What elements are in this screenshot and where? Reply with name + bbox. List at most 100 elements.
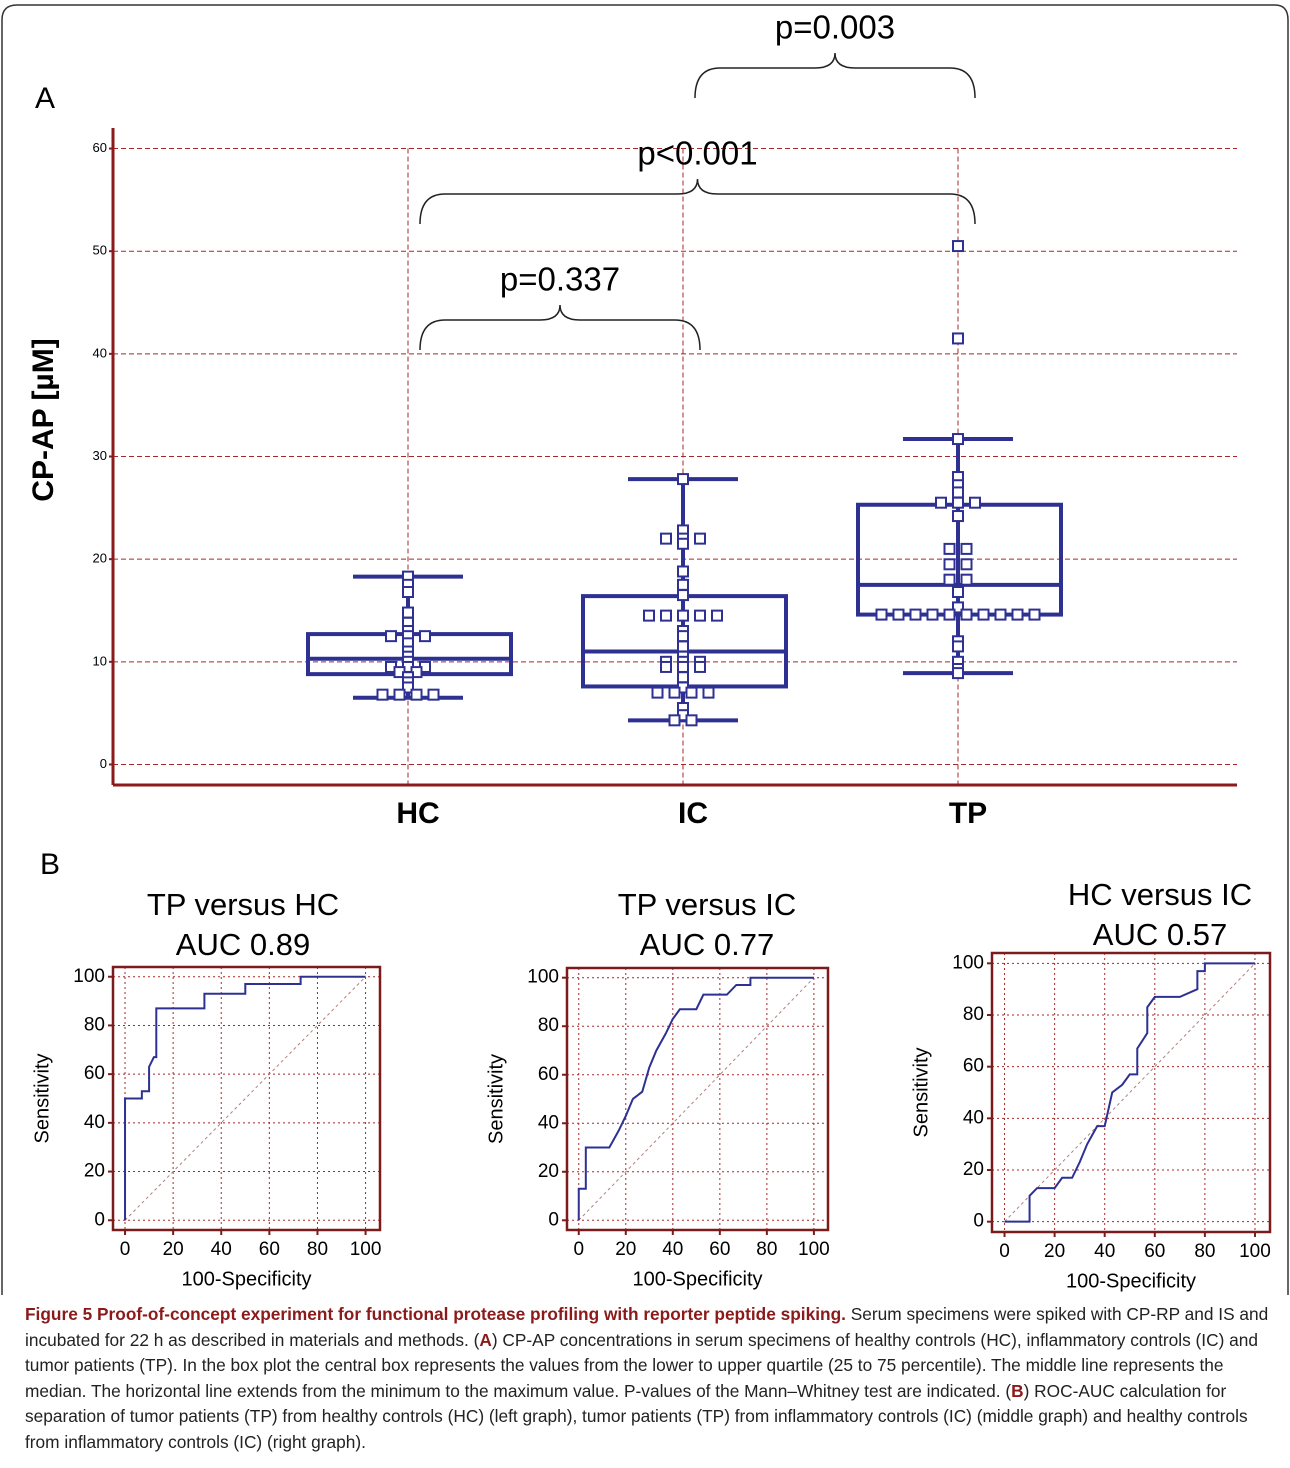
data-point (952, 433, 964, 446)
data-point (960, 542, 973, 555)
x-tick-label: IC (678, 797, 708, 830)
data-point (677, 640, 689, 653)
data-point (402, 586, 414, 599)
reference-line (124, 976, 366, 1221)
panel-label: A (35, 82, 55, 115)
x-tick-label: TP (949, 797, 987, 830)
data-point (952, 510, 964, 523)
data-point (1028, 608, 1041, 621)
roc-curve (1004, 962, 1255, 1223)
frame (1, 4, 1289, 1295)
caption-panel: A (479, 1329, 492, 1350)
data-point (952, 486, 964, 499)
y-tick-label: 80 (538, 1015, 559, 1036)
annotation: p=0.337 (500, 261, 620, 298)
data-point (952, 586, 964, 599)
x-tick-label: 80 (1194, 1241, 1215, 1262)
data-point (943, 558, 956, 571)
caption-text: ) ROC-AUC calculation for separation of … (25, 1380, 1248, 1452)
chart-subtitle: AUC 0.57 (1093, 917, 1227, 952)
data-point (685, 714, 698, 727)
x-axis-label: 100-Specificity (632, 1268, 762, 1290)
y-tick-label: 40 (93, 345, 107, 360)
data-point (660, 609, 672, 622)
y-tick-label: 80 (84, 1014, 105, 1035)
y-tick-label: 0 (973, 1211, 984, 1232)
x-tick-label: 80 (756, 1239, 777, 1260)
caption-text: ) CP-AP concentrations in serum specimen… (25, 1329, 1258, 1401)
reference-line (578, 977, 815, 1221)
x-tick-label: 100 (350, 1239, 382, 1260)
x-tick-label: 40 (662, 1239, 683, 1260)
x-tick-label: 20 (163, 1239, 184, 1260)
chart-subtitle: AUC 0.89 (176, 927, 310, 962)
data-point (677, 630, 689, 643)
data-point (994, 608, 1007, 621)
x-tick-label: 40 (211, 1239, 232, 1260)
data-point (694, 660, 706, 673)
x-tick-label: 100 (798, 1239, 830, 1260)
data-point (677, 578, 689, 591)
data-point (694, 532, 706, 545)
y-tick-label: 30 (93, 448, 107, 463)
y-tick-label: 0 (100, 756, 107, 771)
y-tick-label: 0 (548, 1209, 559, 1230)
roc-curve (124, 975, 366, 1221)
data-point (677, 609, 689, 622)
caption-text: Serum specimens were spiked with CP-RP a… (25, 1304, 1269, 1350)
y-axis-label: Sensitivity (910, 1047, 932, 1137)
plot-frame (990, 951, 1272, 1234)
x-tick-label: 100 (1239, 1241, 1271, 1262)
data-point (960, 558, 973, 571)
x-axis-label: 100-Specificity (1066, 1270, 1196, 1292)
data-point (694, 609, 706, 622)
chart-title: HC versus IC (1068, 877, 1252, 912)
data-point (677, 537, 689, 550)
y-tick-label: 100 (952, 952, 984, 973)
chart-area: 0 10 20 30 40 50 60 HC IC TP CP-AP [µM] Ap=0.337 p<0… (1, 4, 1289, 1295)
data-point (427, 688, 440, 701)
chart-subtitle: AUC 0.77 (640, 927, 774, 962)
data-point (677, 671, 689, 684)
data-point (952, 640, 964, 653)
data-point (952, 332, 964, 345)
y-tick-label: 60 (963, 1056, 984, 1077)
y-tick-label: 20 (84, 1161, 105, 1182)
data-point (711, 609, 723, 622)
chart-title: TP versus IC (618, 887, 797, 922)
data-point (909, 608, 922, 621)
y-tick-label: 60 (84, 1063, 105, 1084)
data-point (685, 686, 698, 699)
data-point (960, 608, 973, 621)
data-point (660, 660, 672, 673)
y-tick-label: 10 (93, 653, 107, 668)
caption-panel: B (1011, 1380, 1024, 1401)
bracket (694, 52, 976, 99)
data-point (926, 608, 939, 621)
y-axis-label: Sensitivity (31, 1053, 53, 1143)
data-point (1011, 608, 1024, 621)
y-axis-label: CP-AP [µM] (27, 338, 60, 501)
data-point (935, 496, 947, 509)
y-tick-label: 100 (527, 967, 559, 988)
x-axis-label: 100-Specificity (181, 1268, 311, 1290)
x-tick-label: 60 (1144, 1241, 1165, 1262)
caption: Figure 5 Proof-of-concept experiment for… (25, 1302, 1270, 1455)
x-tick-label: 0 (120, 1239, 131, 1260)
annotation: p<0.001 (637, 135, 757, 172)
y-tick-label: 100 (73, 966, 105, 987)
panel-label: B (40, 848, 60, 881)
bracket (419, 178, 976, 225)
data-point (875, 608, 888, 621)
data-point (376, 688, 389, 701)
y-tick-label: 0 (94, 1209, 105, 1230)
annotation: p=0.003 (775, 9, 895, 46)
data-point (419, 630, 431, 643)
x-tick-label: 60 (709, 1239, 730, 1260)
bracket (419, 304, 701, 351)
data-point (643, 609, 655, 622)
data-point (677, 589, 689, 602)
y-tick-label: 50 (93, 243, 107, 258)
x-tick-label: 0 (573, 1239, 584, 1260)
